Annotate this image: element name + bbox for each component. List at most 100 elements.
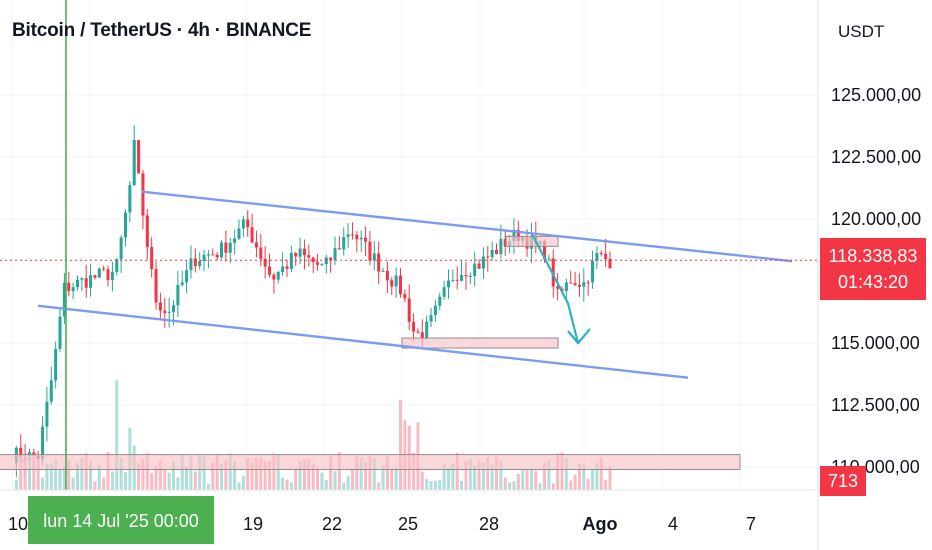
candle-body (464, 275, 468, 277)
volume-bar (75, 462, 79, 490)
volume-bar (215, 453, 219, 490)
volume-bar (158, 460, 162, 490)
candle-body (320, 264, 324, 266)
volume-bar (551, 483, 555, 490)
volume-bar (176, 477, 180, 490)
candle-body (355, 234, 359, 240)
candle-body (202, 254, 206, 261)
candle-body (302, 248, 306, 256)
currency-unit[interactable]: USDT (838, 22, 885, 41)
volume-bar (494, 456, 499, 490)
time-tick-label: 19 (243, 514, 263, 534)
volume-bar (556, 453, 560, 490)
price-tick-label: 122.500,00 (831, 147, 921, 167)
volume-bar (516, 473, 520, 490)
candle-body (189, 258, 193, 271)
volume-bar (220, 463, 224, 490)
volume-bar (285, 479, 289, 490)
volume-bar (599, 457, 603, 490)
candle-body (499, 239, 503, 255)
price-zone[interactable] (0, 454, 741, 470)
volume-bar (586, 478, 590, 490)
volume-bar (106, 452, 110, 490)
time-tick-label: 10 (8, 514, 28, 534)
candle-body (577, 284, 581, 287)
candle-body (398, 275, 402, 295)
volume-bar (547, 459, 551, 490)
volume-bar (294, 469, 298, 490)
candle-body (254, 242, 258, 248)
candle-body (569, 282, 573, 284)
volume-bar (206, 483, 210, 490)
candle-body (403, 294, 407, 299)
volume-bar (446, 468, 451, 490)
candle-body (394, 275, 398, 287)
volume-bar (503, 477, 507, 490)
volume-bar (89, 460, 93, 490)
candle-body (486, 256, 490, 258)
volume-bar (259, 457, 263, 490)
volume-bar (538, 483, 542, 490)
volume-badge: 713 (820, 466, 866, 496)
channel-trendline[interactable] (37, 304, 689, 379)
candle-body (237, 228, 241, 239)
candle-body (41, 426, 45, 459)
volume-bar (346, 476, 350, 490)
bar-countdown: 01:43:20 (837, 272, 909, 292)
volume-bar (45, 463, 49, 490)
volume-bar (307, 458, 311, 490)
volume-bar (468, 459, 472, 490)
candle-body (110, 271, 114, 280)
volume-bar (19, 455, 23, 490)
volume-bar (250, 461, 254, 490)
volume-bar (58, 469, 62, 490)
candle-body (62, 282, 66, 317)
candle-body (337, 248, 341, 250)
volume-bar (49, 463, 53, 490)
volume-bar (193, 471, 197, 490)
candle-body (573, 283, 577, 285)
grid (0, 0, 818, 490)
time-tick-label: 25 (398, 514, 418, 534)
candle-body (233, 238, 237, 243)
volume-bar (398, 399, 402, 490)
candle-body (390, 280, 394, 287)
volume-bar (582, 464, 586, 490)
candle-body (106, 269, 110, 280)
volume-bar (316, 468, 320, 490)
volume-bar (438, 480, 442, 490)
candle-body (89, 275, 93, 288)
volume-bar (67, 459, 71, 490)
candle-body (259, 247, 263, 259)
volume-bar (473, 465, 477, 490)
price-zone[interactable] (505, 235, 559, 247)
volume-bar (577, 463, 581, 490)
candle-body (446, 280, 451, 288)
price-zone[interactable] (401, 337, 559, 349)
time-tick-label: 28 (479, 514, 499, 534)
volume-bar (171, 461, 176, 490)
candle-body (150, 246, 154, 270)
volume-bar (608, 466, 612, 490)
volume-bar (154, 465, 158, 490)
candle-body (123, 212, 128, 238)
candles (14, 125, 612, 477)
volume-bar (433, 480, 437, 490)
projection-path[interactable] (531, 233, 580, 344)
candle-body (102, 268, 106, 270)
volume-bar (233, 461, 237, 490)
volume-bar (342, 482, 346, 490)
volume-bar (110, 471, 114, 490)
candle-body (119, 237, 123, 260)
volume-bar (93, 481, 97, 490)
volume-bar (425, 479, 429, 490)
candle-body (494, 249, 499, 255)
channel-trendline[interactable] (141, 190, 793, 263)
candle-body (84, 278, 88, 288)
volume-bar (281, 477, 285, 490)
price-tick-label: 115.000,00 (831, 333, 920, 353)
candle-body (220, 242, 224, 258)
candle-body (93, 275, 97, 278)
